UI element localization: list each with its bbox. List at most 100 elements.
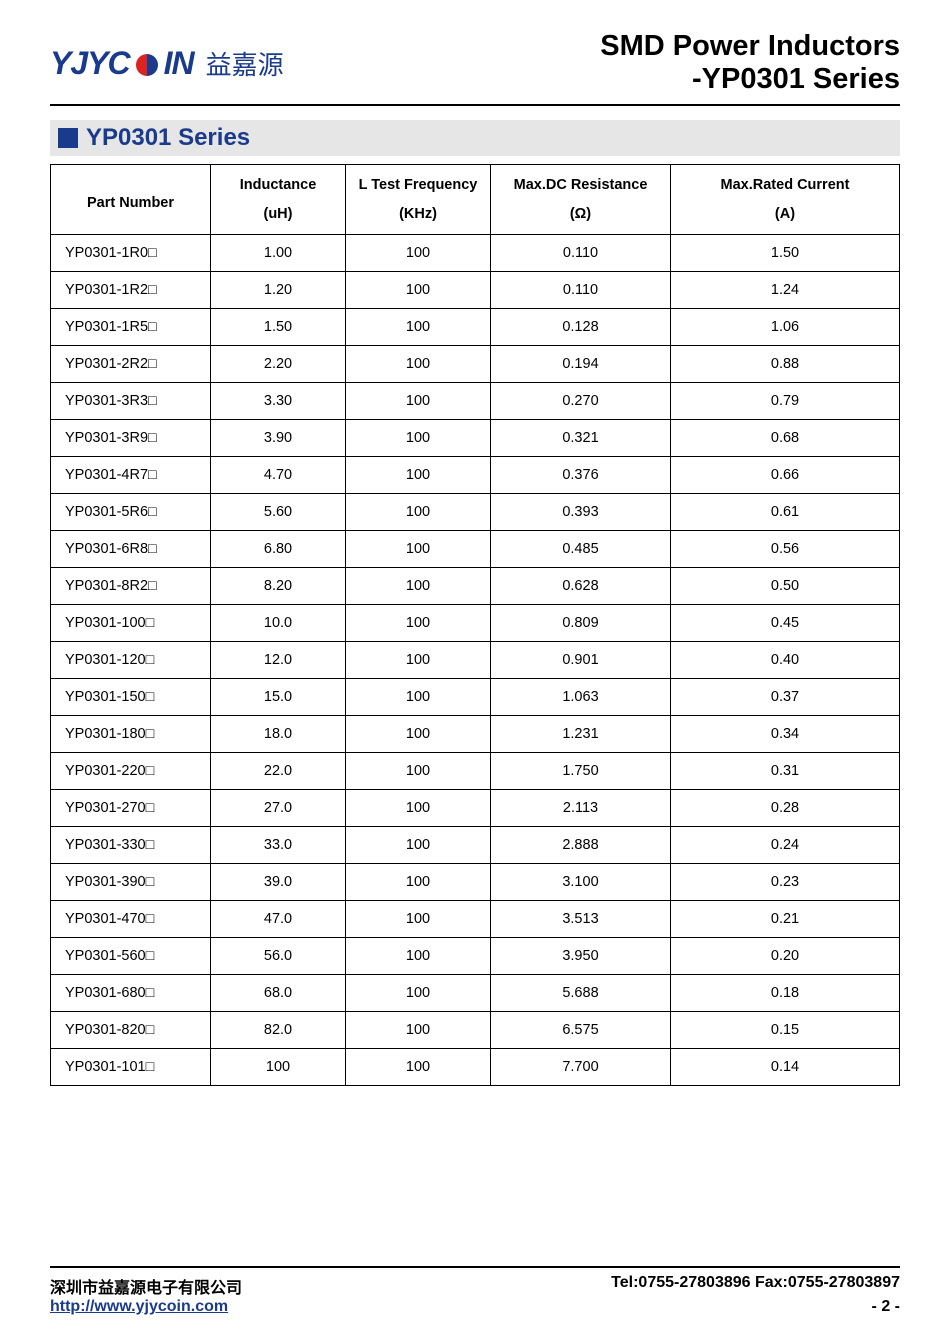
cell-value: 0.393	[491, 494, 671, 531]
table-row: YP0301-100□10.01000.8090.45	[51, 605, 900, 642]
table-row: YP0301-270□27.01002.1130.28	[51, 790, 900, 827]
cell-value: 2.20	[211, 346, 346, 383]
cell-part-number: YP0301-390□	[51, 864, 211, 901]
cell-value: 22.0	[211, 753, 346, 790]
cell-value: 0.128	[491, 309, 671, 346]
cell-value: 0.20	[671, 938, 900, 975]
cell-value: 100	[346, 309, 491, 346]
cell-value: 56.0	[211, 938, 346, 975]
cell-value: 0.485	[491, 531, 671, 568]
cell-part-number: YP0301-8R2□	[51, 568, 211, 605]
table-row: YP0301-560□56.01003.9500.20	[51, 938, 900, 975]
col-header-label: Inductance	[211, 168, 345, 195]
cell-value: 100	[346, 642, 491, 679]
logo-cn: 益嘉源	[206, 45, 284, 82]
cell-value: 100	[346, 457, 491, 494]
cell-value: 1.00	[211, 235, 346, 272]
cell-part-number: YP0301-3R3□	[51, 383, 211, 420]
cell-value: 10.0	[211, 605, 346, 642]
col-header-label: Max.DC Resistance	[491, 168, 670, 195]
cell-value: 0.270	[491, 383, 671, 420]
table-row: YP0301-8R2□8.201000.6280.50	[51, 568, 900, 605]
cell-value: 33.0	[211, 827, 346, 864]
table-row: YP0301-1R5□1.501000.1281.06	[51, 309, 900, 346]
cell-value: 100	[346, 975, 491, 1012]
table-row: YP0301-150□15.01001.0630.37	[51, 679, 900, 716]
cell-value: 0.88	[671, 346, 900, 383]
cell-part-number: YP0301-100□	[51, 605, 211, 642]
cell-value: 100	[346, 235, 491, 272]
title-line-2: -YP0301 Series	[600, 63, 900, 96]
cell-value: 1.50	[211, 309, 346, 346]
cell-part-number: YP0301-6R8□	[51, 531, 211, 568]
cell-value: 0.37	[671, 679, 900, 716]
cell-value: 8.20	[211, 568, 346, 605]
col-test-freq: L Test Frequency (KHz)	[346, 165, 491, 235]
cell-part-number: YP0301-820□	[51, 1012, 211, 1049]
cell-part-number: YP0301-180□	[51, 716, 211, 753]
section-bar: YP0301 Series	[50, 120, 900, 156]
divider-bottom	[50, 1266, 900, 1268]
cell-part-number: YP0301-220□	[51, 753, 211, 790]
cell-part-number: YP0301-120□	[51, 642, 211, 679]
cell-part-number: YP0301-1R2□	[51, 272, 211, 309]
square-bullet-icon	[58, 128, 78, 148]
cell-value: 0.809	[491, 605, 671, 642]
cell-value: 15.0	[211, 679, 346, 716]
table-body: YP0301-1R0□1.001000.1101.50YP0301-1R2□1.…	[51, 235, 900, 1086]
cell-value: 100	[346, 679, 491, 716]
cell-value: 27.0	[211, 790, 346, 827]
section-title: YP0301 Series	[86, 124, 250, 152]
cell-value: 100	[346, 716, 491, 753]
cell-value: 100	[346, 753, 491, 790]
cell-part-number: YP0301-330□	[51, 827, 211, 864]
table-header-row: Part Number Inductance (uH) L Test Frequ…	[51, 165, 900, 235]
footer-link[interactable]: http://www.yjycoin.com	[50, 1298, 228, 1316]
cell-part-number: YP0301-101□	[51, 1049, 211, 1086]
cell-value: 100	[346, 568, 491, 605]
cell-value: 100	[346, 272, 491, 309]
cell-value: 0.15	[671, 1012, 900, 1049]
table-row: YP0301-390□39.01003.1000.23	[51, 864, 900, 901]
cell-value: 3.90	[211, 420, 346, 457]
divider-top	[50, 104, 900, 106]
cell-value: 100	[346, 790, 491, 827]
cell-value: 5.688	[491, 975, 671, 1012]
cell-value: 0.79	[671, 383, 900, 420]
cell-value: 7.700	[491, 1049, 671, 1086]
table-row: YP0301-3R9□3.901000.3210.68	[51, 420, 900, 457]
table-row: YP0301-1R2□1.201000.1101.24	[51, 272, 900, 309]
cell-part-number: YP0301-1R0□	[51, 235, 211, 272]
col-part-number: Part Number	[51, 165, 211, 235]
col-dc-resistance: Max.DC Resistance (Ω)	[491, 165, 671, 235]
col-header-label: Part Number	[51, 186, 210, 213]
table-row: YP0301-6R8□6.801000.4850.56	[51, 531, 900, 568]
cell-value: 0.23	[671, 864, 900, 901]
cell-part-number: YP0301-560□	[51, 938, 211, 975]
table-row: YP0301-180□18.01001.2310.34	[51, 716, 900, 753]
cell-value: 47.0	[211, 901, 346, 938]
footer-company: 深圳市益嘉源电子有限公司	[50, 1274, 242, 1298]
cell-value: 6.80	[211, 531, 346, 568]
cell-value: 100	[346, 864, 491, 901]
cell-value: 6.575	[491, 1012, 671, 1049]
cell-value: 82.0	[211, 1012, 346, 1049]
cell-part-number: YP0301-2R2□	[51, 346, 211, 383]
cell-value: 100	[346, 383, 491, 420]
cell-value: 0.14	[671, 1049, 900, 1086]
page-footer: 深圳市益嘉源电子有限公司 Tel:0755-27803896 Fax:0755-…	[50, 1266, 900, 1316]
table-row: YP0301-1R0□1.001000.1101.50	[51, 235, 900, 272]
cell-value: 1.750	[491, 753, 671, 790]
cell-value: 18.0	[211, 716, 346, 753]
page-number: - 2 -	[872, 1298, 900, 1316]
cell-value: 3.30	[211, 383, 346, 420]
cell-value: 0.321	[491, 420, 671, 457]
cell-value: 1.063	[491, 679, 671, 716]
cell-value: 0.40	[671, 642, 900, 679]
table-row: YP0301-470□47.01003.5130.21	[51, 901, 900, 938]
cell-value: 100	[346, 827, 491, 864]
cell-value: 68.0	[211, 975, 346, 1012]
cell-part-number: YP0301-1R5□	[51, 309, 211, 346]
col-header-label: Max.Rated Current	[671, 168, 899, 195]
cell-value: 0.376	[491, 457, 671, 494]
